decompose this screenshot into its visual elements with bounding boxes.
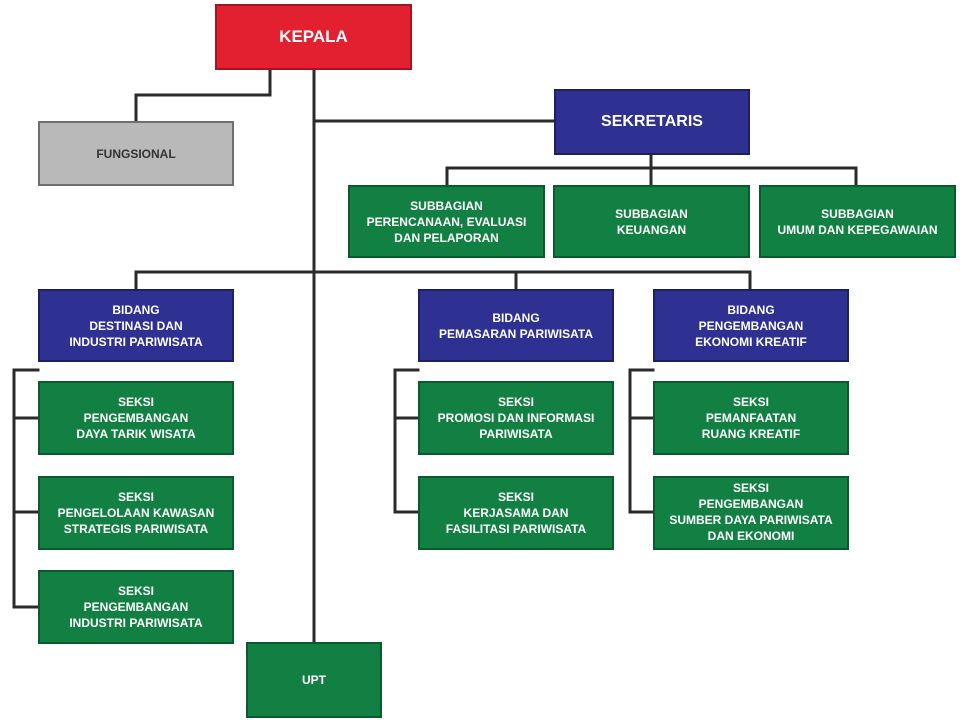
seksi-sumber-daya-box: SEKSI PENGEMBANGAN SUMBER DAYA PARIWISAT… (653, 476, 849, 550)
subbagian-keuangan-box: SUBBAGIAN KEUANGAN (553, 185, 750, 258)
connector-bidang-1-seksi (12, 368, 40, 609)
subbagian-perencanaan-box: SUBBAGIAN PERENCANAAN, EVALUASI DAN PELA… (348, 185, 545, 258)
seksi-pengelolaan-kawasan-box: SEKSI PENGELOLAAN KAWASAN STRATEGIS PARI… (38, 476, 234, 550)
connector-bidang-3-seksi (628, 368, 655, 514)
subbagian-umum-box: SUBBAGIAN UMUM DAN KEPEGAWAIAN (759, 185, 956, 258)
sekretaris-box: SEKRETARIS (554, 89, 750, 155)
seksi-ruang-kreatif-box: SEKSI PEMANFAATAN RUANG KREATIF (653, 381, 849, 455)
seksi-daya-tarik-box: SEKSI PENGEMBANGAN DAYA TARIK WISATA (38, 381, 234, 455)
seksi-industri-pariwisata-box: SEKSI PENGEMBANGAN INDUSTRI PARIWISATA (38, 570, 234, 644)
connector-fungsional (134, 68, 272, 123)
seksi-kerjasama-box: SEKSI KERJASAMA DAN FASILITASI PARIWISAT… (418, 476, 614, 550)
fungsional-box: FUNGSIONAL (38, 121, 234, 186)
connector-bidang-2-seksi (393, 368, 420, 514)
kepala-box: KEPALA (215, 4, 412, 70)
bidang-destinasi-box: BIDANG DESTINASI DAN INDUSTRI PARIWISATA (38, 289, 234, 362)
bidang-pemasaran-box: BIDANG PEMASARAN PARIWISATA (418, 289, 614, 362)
upt-box: UPT (246, 642, 382, 718)
bidang-ekonomi-kreatif-box: BIDANG PENGEMBANGAN EKONOMI KREATIF (653, 289, 849, 362)
seksi-promosi-box: SEKSI PROMOSI DAN INFORMASI PARIWISATA (418, 381, 614, 455)
